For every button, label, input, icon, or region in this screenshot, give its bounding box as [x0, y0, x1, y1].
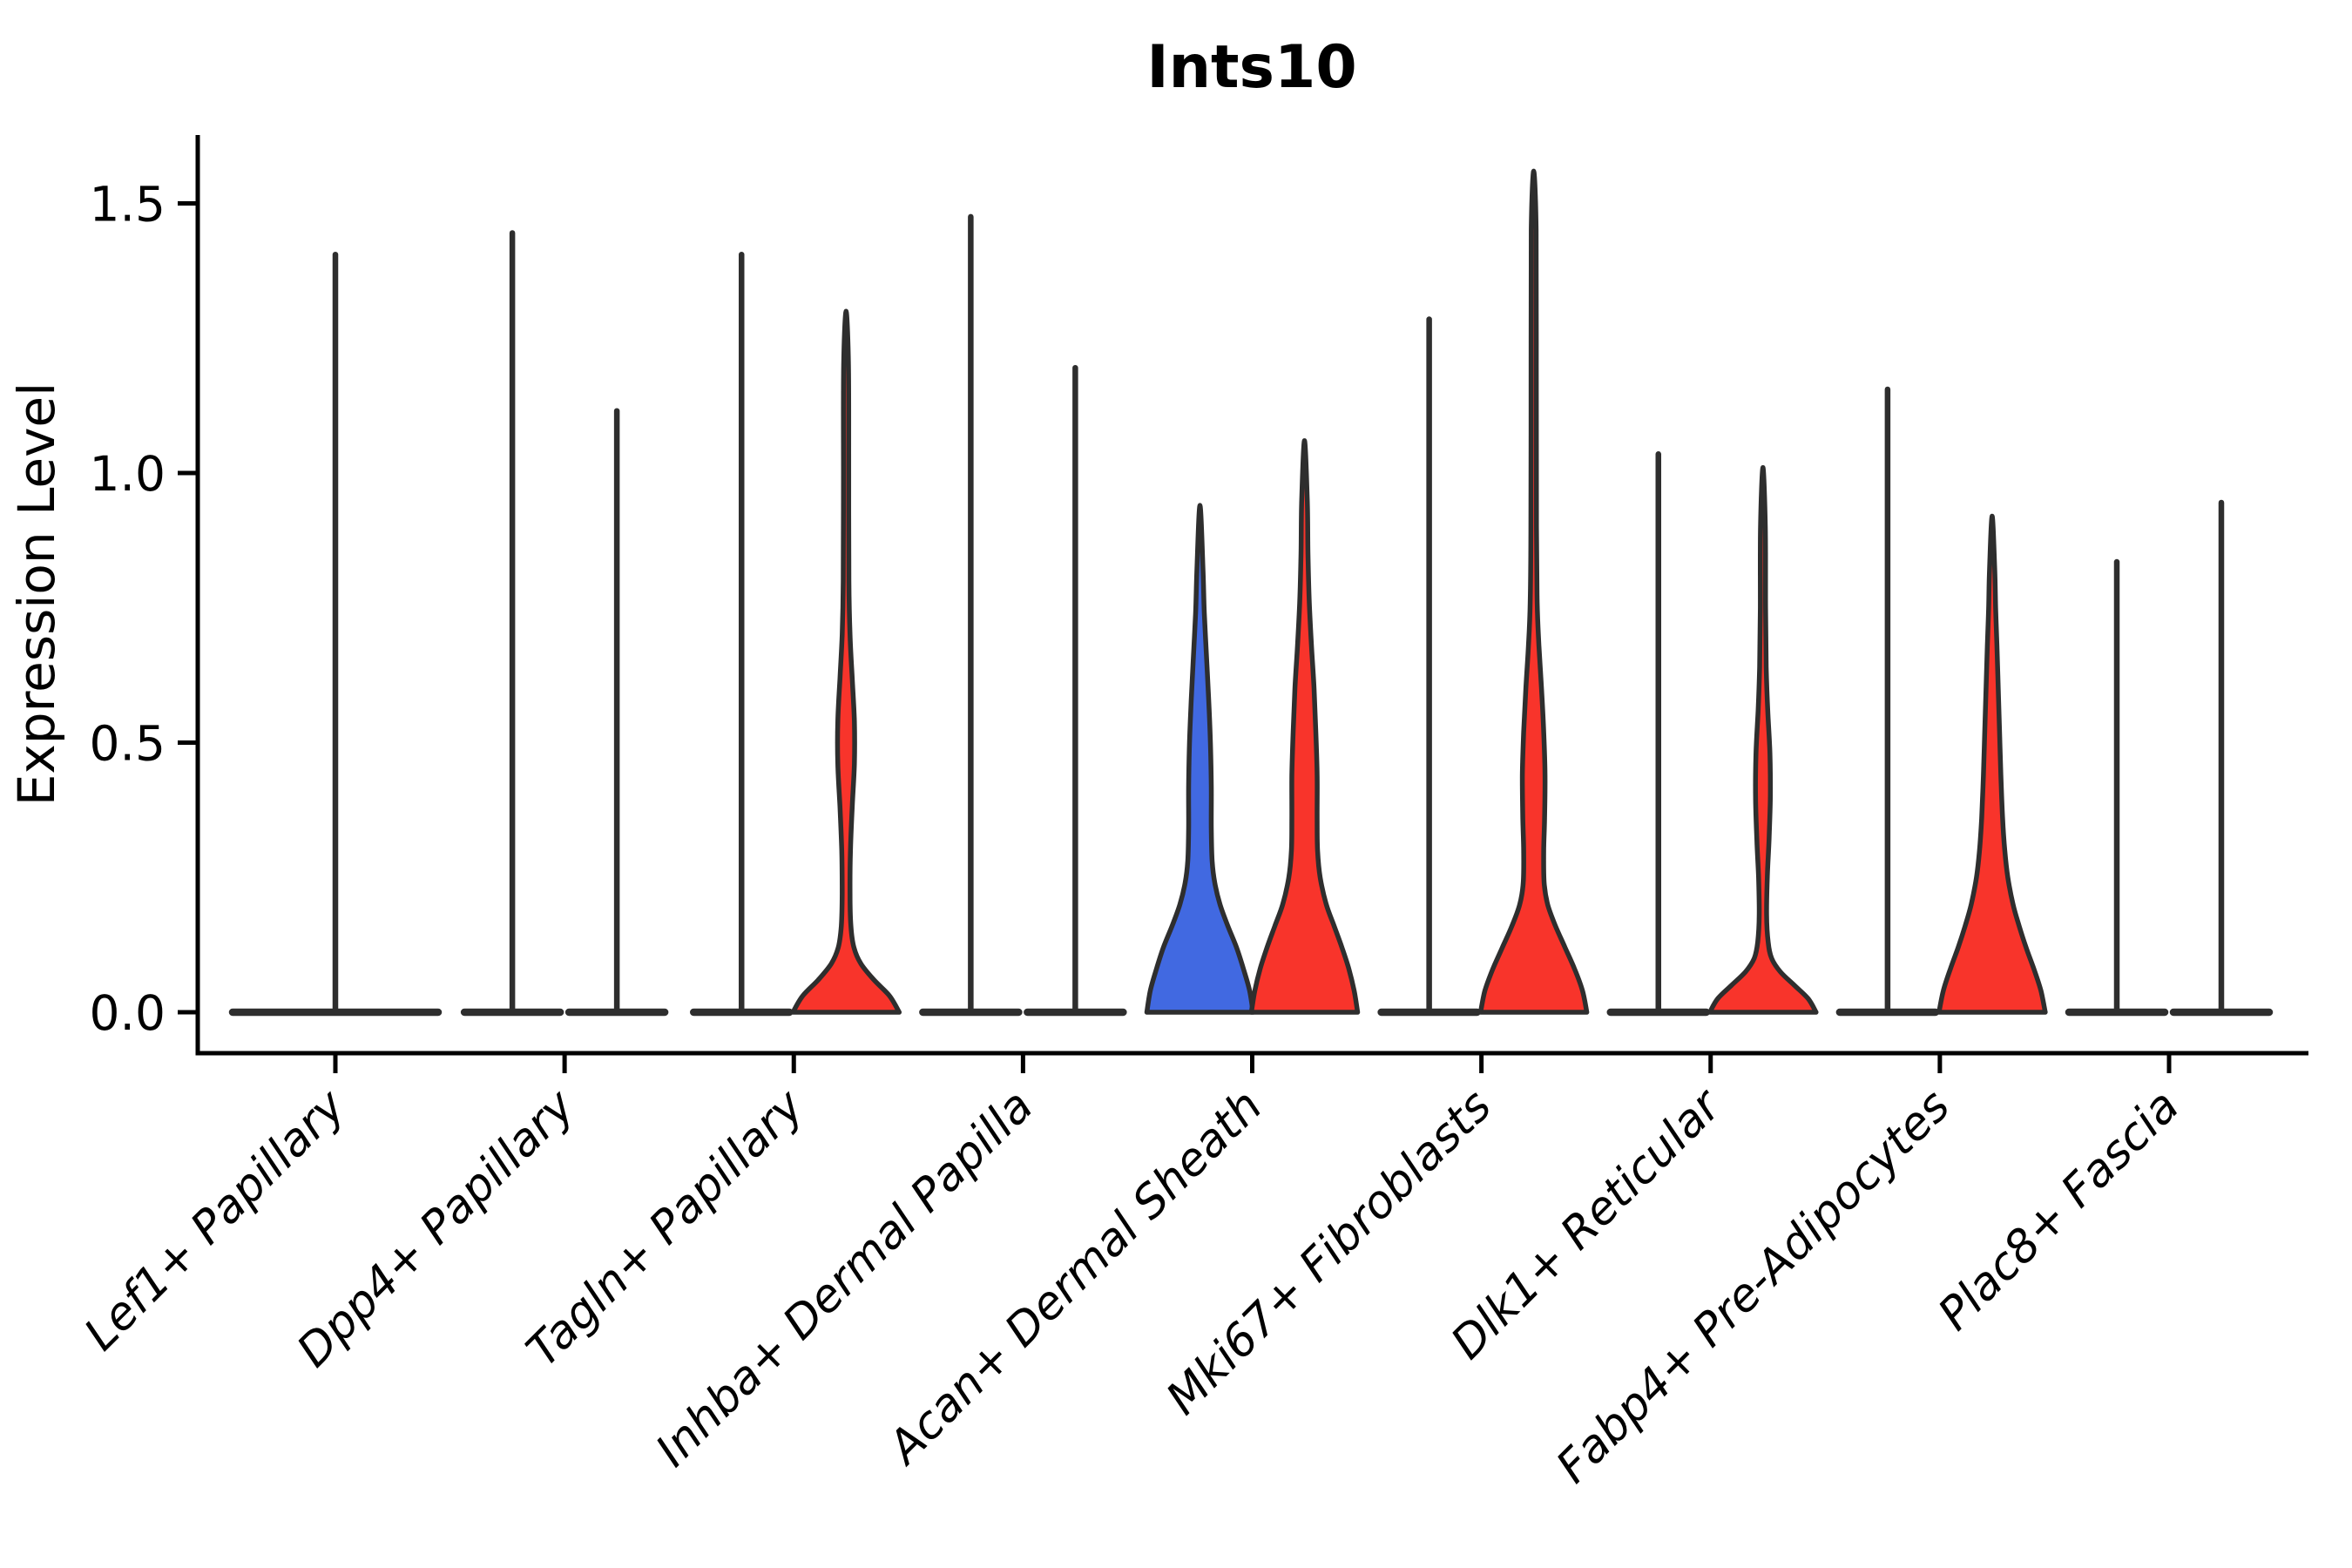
violins: [228, 168, 2274, 1017]
violin-red-right: [790, 308, 902, 1015]
violin-spike-center: [228, 251, 443, 1017]
plot-title: Ints10: [1146, 33, 1356, 102]
y-axis-label: Expression Level: [7, 382, 66, 806]
y-tick-labels: 0.0 0.5 1.0 1.5: [90, 176, 198, 1041]
y-tick-label: 0.5: [90, 715, 166, 771]
violin-spike-left: [919, 213, 1023, 1017]
violin-spike-left: [690, 251, 794, 1017]
x-tick-label: Inhba+ Dermal Papilla: [646, 1080, 1044, 1477]
violin-spike-left: [1835, 386, 1940, 1017]
x-tick-label: Acan+ Dermal Sheath: [877, 1080, 1273, 1476]
violin-spike-left: [2065, 558, 2169, 1017]
violin-red-right: [1248, 438, 1361, 1015]
violin-red-right: [1707, 465, 1819, 1015]
x-tick-label: Fabp4+ Pre-Adipocytes: [1546, 1080, 1960, 1494]
x-tick-label: Plac8+ Fascia: [1929, 1080, 2189, 1341]
y-tick-label: 1.5: [90, 176, 166, 232]
violin-red-right: [1936, 513, 2048, 1015]
violin-spike-right: [564, 408, 669, 1017]
violin-blue-left: [1144, 503, 1256, 1015]
y-tick-label: 1.0: [90, 446, 166, 502]
violin-spike-left: [1606, 450, 1710, 1017]
violin-spike-right: [1024, 364, 1127, 1017]
violin-spike-left: [1377, 316, 1481, 1017]
violin-spike-right: [2169, 499, 2274, 1017]
violin-red-right: [1477, 168, 1590, 1015]
violin-spike-left: [460, 230, 564, 1017]
y-tick-label: 0.0: [90, 985, 166, 1041]
